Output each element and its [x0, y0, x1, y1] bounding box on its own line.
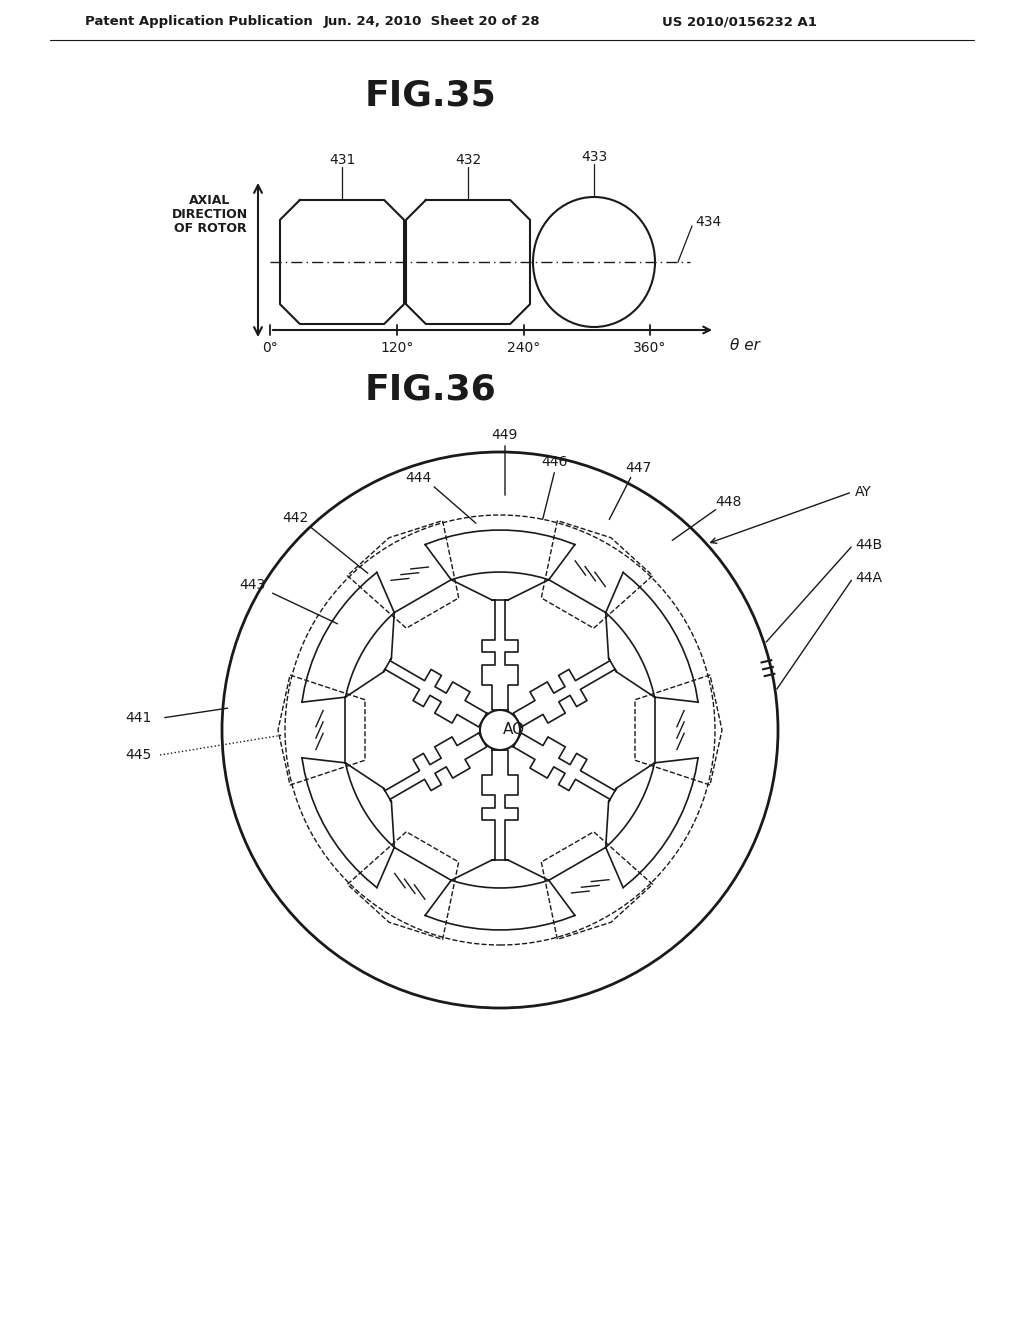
Text: 240°: 240°	[507, 341, 541, 355]
Text: 360°: 360°	[633, 341, 667, 355]
Text: FIG.36: FIG.36	[365, 374, 496, 407]
Text: 449: 449	[492, 428, 518, 442]
Text: 432: 432	[455, 153, 481, 168]
Text: AXIAL: AXIAL	[189, 194, 230, 206]
Text: 447: 447	[625, 461, 651, 475]
Text: 0°: 0°	[262, 341, 278, 355]
Text: 443: 443	[239, 578, 265, 591]
Text: 44A: 44A	[855, 572, 882, 585]
Text: FIG.35: FIG.35	[365, 78, 496, 112]
Text: AY: AY	[855, 484, 871, 499]
Text: θ er: θ er	[730, 338, 760, 354]
Text: OF ROTOR: OF ROTOR	[174, 222, 247, 235]
Text: 433: 433	[581, 150, 607, 164]
Text: 444: 444	[404, 471, 431, 484]
Text: US 2010/0156232 A1: US 2010/0156232 A1	[662, 16, 817, 29]
Text: 445: 445	[126, 748, 152, 762]
Text: 434: 434	[695, 215, 721, 228]
Text: 431: 431	[329, 153, 355, 168]
Text: 442: 442	[282, 511, 308, 525]
Text: AO: AO	[503, 722, 525, 738]
Text: 441: 441	[126, 711, 152, 725]
Text: 448: 448	[715, 495, 741, 510]
Text: 44B: 44B	[855, 539, 882, 552]
Text: Jun. 24, 2010  Sheet 20 of 28: Jun. 24, 2010 Sheet 20 of 28	[324, 16, 541, 29]
Text: DIRECTION: DIRECTION	[172, 207, 248, 220]
Text: 446: 446	[542, 455, 568, 469]
Text: Patent Application Publication: Patent Application Publication	[85, 16, 312, 29]
Text: 120°: 120°	[380, 341, 414, 355]
